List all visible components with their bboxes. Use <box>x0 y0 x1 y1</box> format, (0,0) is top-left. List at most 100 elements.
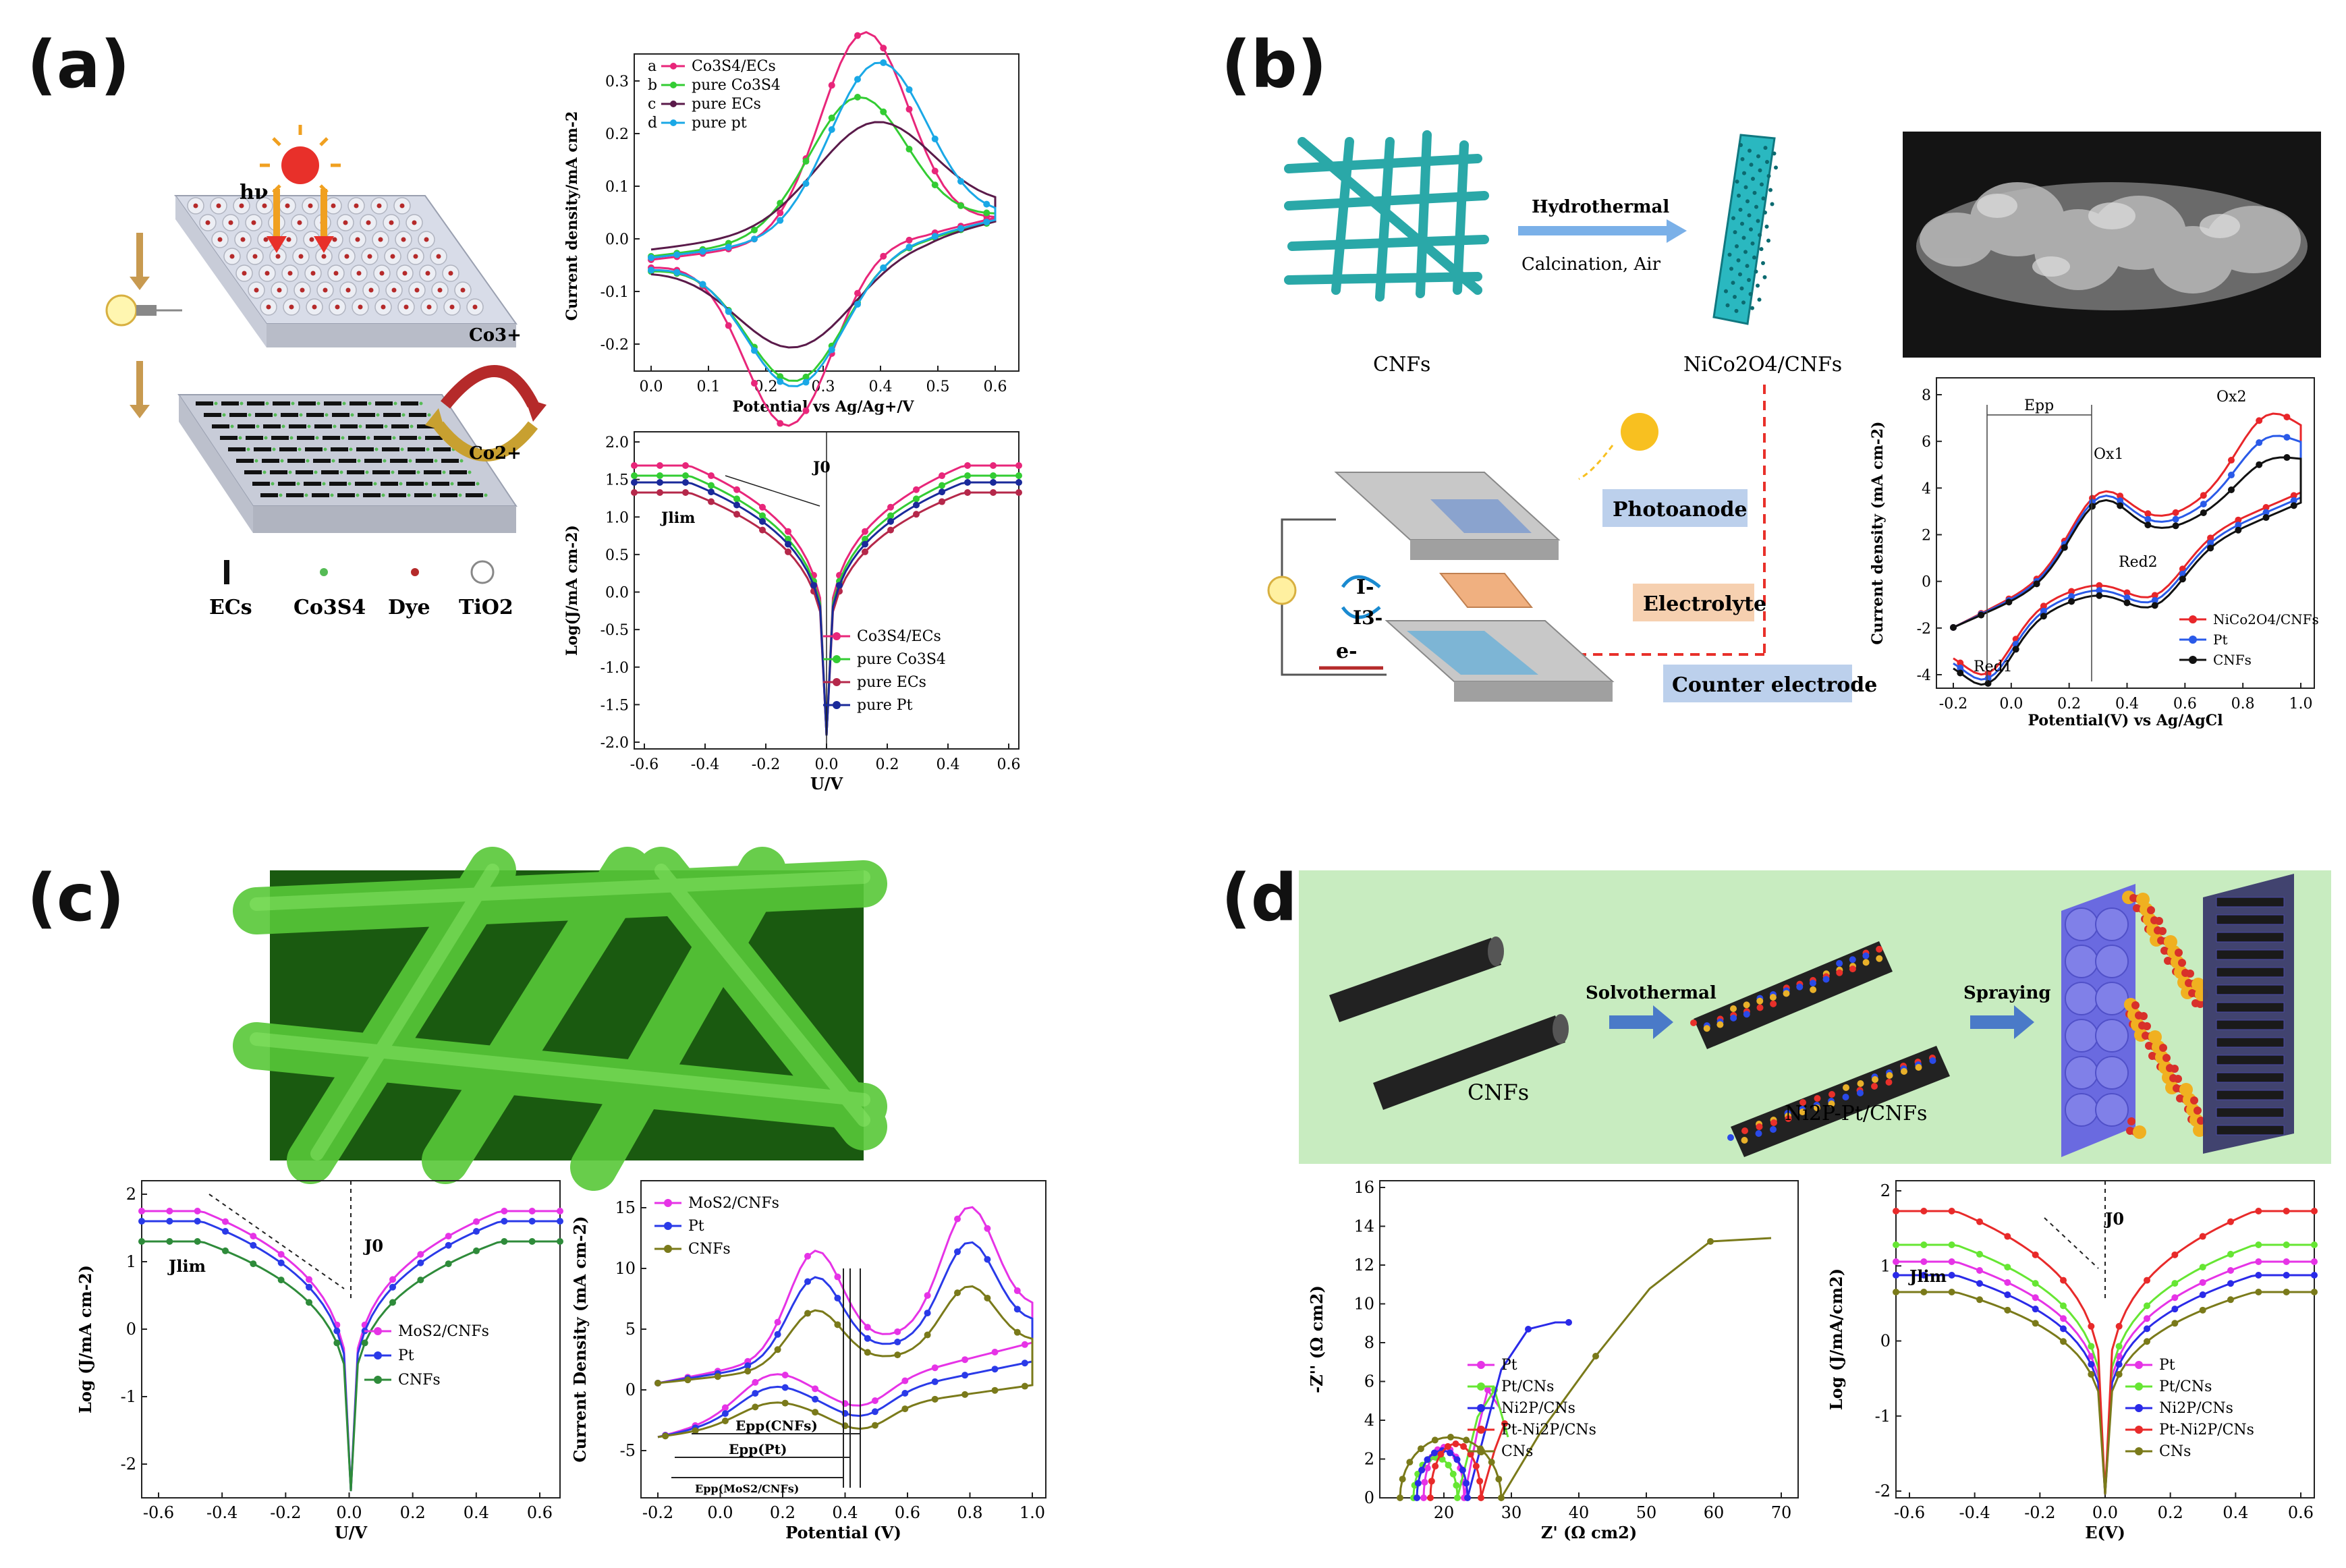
d-eis-curve-ni2p-point <box>1414 1480 1422 1487</box>
panel-d-schematic: CNFs Solvothermal Ni2P-Pt/CNFs Spraying <box>1299 870 2331 1164</box>
c-tafel-xtick: -0.4 <box>206 1503 238 1522</box>
c-tafel-curve-2-point <box>389 1299 396 1306</box>
d-tafel-curve-3-point <box>2060 1277 2067 1284</box>
panel-b-sem-image <box>1903 132 2321 358</box>
c-cv-curve-0-point <box>991 1349 999 1356</box>
a-tafel-ytick: 1.0 <box>605 509 629 526</box>
a-cv-legend-key: d <box>648 115 657 132</box>
co3-label: Co3+ <box>469 325 522 345</box>
d-eis-curve-cns-point <box>1417 1445 1424 1453</box>
c-cv-curve-0-point <box>961 1356 969 1364</box>
a-tafel-ytick: -0.5 <box>601 622 629 639</box>
c-tafel-ytick: -1 <box>121 1387 136 1406</box>
d-tafel-curve-1-point <box>2171 1280 2179 1287</box>
d-tafel-curve-2-point <box>1893 1272 1899 1279</box>
a-tafel-curve-2-point <box>657 489 663 496</box>
d-eis-curve-ptni2p-point <box>1472 1462 1480 1469</box>
c-cv-curve-0-point <box>894 1328 901 1335</box>
d-tafel-curve-1-point <box>2227 1250 2234 1258</box>
b-cv-ytick: -2 <box>1917 621 1931 638</box>
b-cv-legend-marker <box>2189 656 2197 664</box>
c-cv-curve-1-point <box>901 1390 909 1397</box>
b-cv-ylabel: Current density (mA cm-2) <box>1869 421 1887 644</box>
d-eis-curve-ptni2p-point <box>1460 1443 1468 1450</box>
d-tafel-xtick: -0.6 <box>1894 1503 1925 1522</box>
a-cv-curve-d-point <box>648 254 654 261</box>
b-cv-legend-entry: Pt <box>2213 632 2228 648</box>
c-cv-legend-entry: MoS2/CNFs <box>688 1195 779 1212</box>
d-tafel-j0: J0 <box>2104 1209 2124 1229</box>
c-tafel-curve-0-point <box>306 1276 312 1283</box>
a-tafel-xlabel: U/V <box>810 774 843 793</box>
d-tafel-curve-3-point <box>2032 1251 2039 1258</box>
d-tafel-xtick: 0.0 <box>2092 1503 2118 1522</box>
b-cv-curve-2-point <box>2179 576 2186 583</box>
d-eis-ytick: 0 <box>1364 1488 1374 1507</box>
a-cv-legend-marker <box>670 63 677 69</box>
a-tafel-curve-3-point <box>733 501 740 509</box>
c-tafel-curve-1-point <box>277 1259 285 1266</box>
c-cv-curve-0-point <box>871 1397 878 1405</box>
d-eis-legend-entry: Pt <box>1501 1357 1517 1374</box>
a-tafel-curve-1-point <box>964 472 971 479</box>
c-cv-curve-1-point <box>721 1410 729 1418</box>
a-tafel-curve-0-point <box>1015 462 1022 469</box>
c-cv-curve-1-point <box>954 1248 961 1256</box>
d-eis-curve-cns-point <box>1397 1494 1403 1501</box>
panel-label-c: (c) <box>27 860 125 936</box>
panel-b-schematic: CNFs Hydrothermal Calcination, Air NiCo2… <box>1267 130 1877 702</box>
b-cv-legend-marker <box>2189 615 2197 623</box>
a-cv-xtick: 0.2 <box>754 379 778 395</box>
d-tafel-legend-entry: Ni2P/CNs <box>2159 1400 2233 1417</box>
c-cv-curve-1-point <box>744 1362 752 1370</box>
c-cv-curve-0-point <box>1013 1287 1021 1295</box>
a-cv-curve-d-point <box>931 233 939 240</box>
c-tafel-curve-0-point <box>445 1233 452 1240</box>
c-tafel-legend-entry: Pt <box>398 1347 414 1364</box>
a-cv-xtick: 0.5 <box>926 379 950 395</box>
a-tafel-curve-2-point <box>1015 489 1022 496</box>
c-tafel-curve-0-point <box>138 1208 145 1214</box>
d-tafel-curve-2-point <box>2004 1291 2011 1299</box>
c-tafel-curve-0-point <box>417 1251 424 1258</box>
a-tafel-ylabel: Log(J/mA cm-2) <box>563 525 581 656</box>
d-eis-legend-marker <box>1477 1382 1485 1391</box>
c-tafel-ytick: 2 <box>126 1185 136 1204</box>
a-cv-curve-d <box>650 61 997 387</box>
c-tafel-curve-2-point <box>250 1260 257 1268</box>
co2-label: Co2+ <box>469 443 522 464</box>
b-cv-curve-0-point <box>2283 414 2291 421</box>
c-tafel-jlim: Jlim <box>167 1256 206 1276</box>
a-cv-xtick: 0.4 <box>869 379 893 395</box>
d-eis-xtick: 30 <box>1501 1503 1522 1522</box>
d-tafel-curve-2-point <box>2032 1306 2039 1313</box>
tio2-dye-array <box>187 197 484 316</box>
a-tafel-jlim: Jlim <box>660 509 695 527</box>
d-product-label: Ni2P-Pt/CNFs <box>1785 1102 1927 1125</box>
a-tafel-xtick: -0.2 <box>752 756 780 773</box>
c-cv-curve-2-point <box>684 1376 692 1384</box>
d-eis-legend-entry: Ni2P/CNs <box>1501 1400 1575 1417</box>
c-cv-curve-2-point <box>1021 1382 1028 1390</box>
d-eis-xtick: 60 <box>1704 1503 1725 1522</box>
a-tafel-curve-1-point <box>657 472 663 479</box>
c-cv-curve-2-point <box>991 1387 999 1394</box>
d-tafel-legend-marker <box>2135 1426 2143 1434</box>
d-tafel-curve-1-point <box>2311 1241 2318 1248</box>
c-tafel-legend-entry: MoS2/CNFs <box>398 1323 489 1340</box>
c-cv-legend-marker <box>664 1222 672 1230</box>
c-tafel-xtick: 0.4 <box>464 1503 489 1522</box>
a-cv-curve-b-point <box>802 373 810 381</box>
b-cv-curve-0-point <box>2040 603 2047 610</box>
c-tafel-curve-2-point <box>277 1277 285 1284</box>
c-cv-epp-cnfs: Epp(CNFs) <box>735 1418 818 1434</box>
b-cv-curve-1-point <box>2290 497 2297 504</box>
a-cv-curve-d-point <box>983 200 990 208</box>
b-cv-curve-1-point <box>1984 675 1992 682</box>
a-tafel-curve-3-point <box>785 540 791 548</box>
c-cv-curve-2-point <box>834 1321 841 1328</box>
a-tafel-legend-marker <box>833 655 841 663</box>
b-cv-ytick: 6 <box>1922 434 1931 451</box>
c-cv-curve-0-point <box>931 1364 939 1372</box>
d-tafel-curve-2-point <box>1976 1280 1983 1287</box>
